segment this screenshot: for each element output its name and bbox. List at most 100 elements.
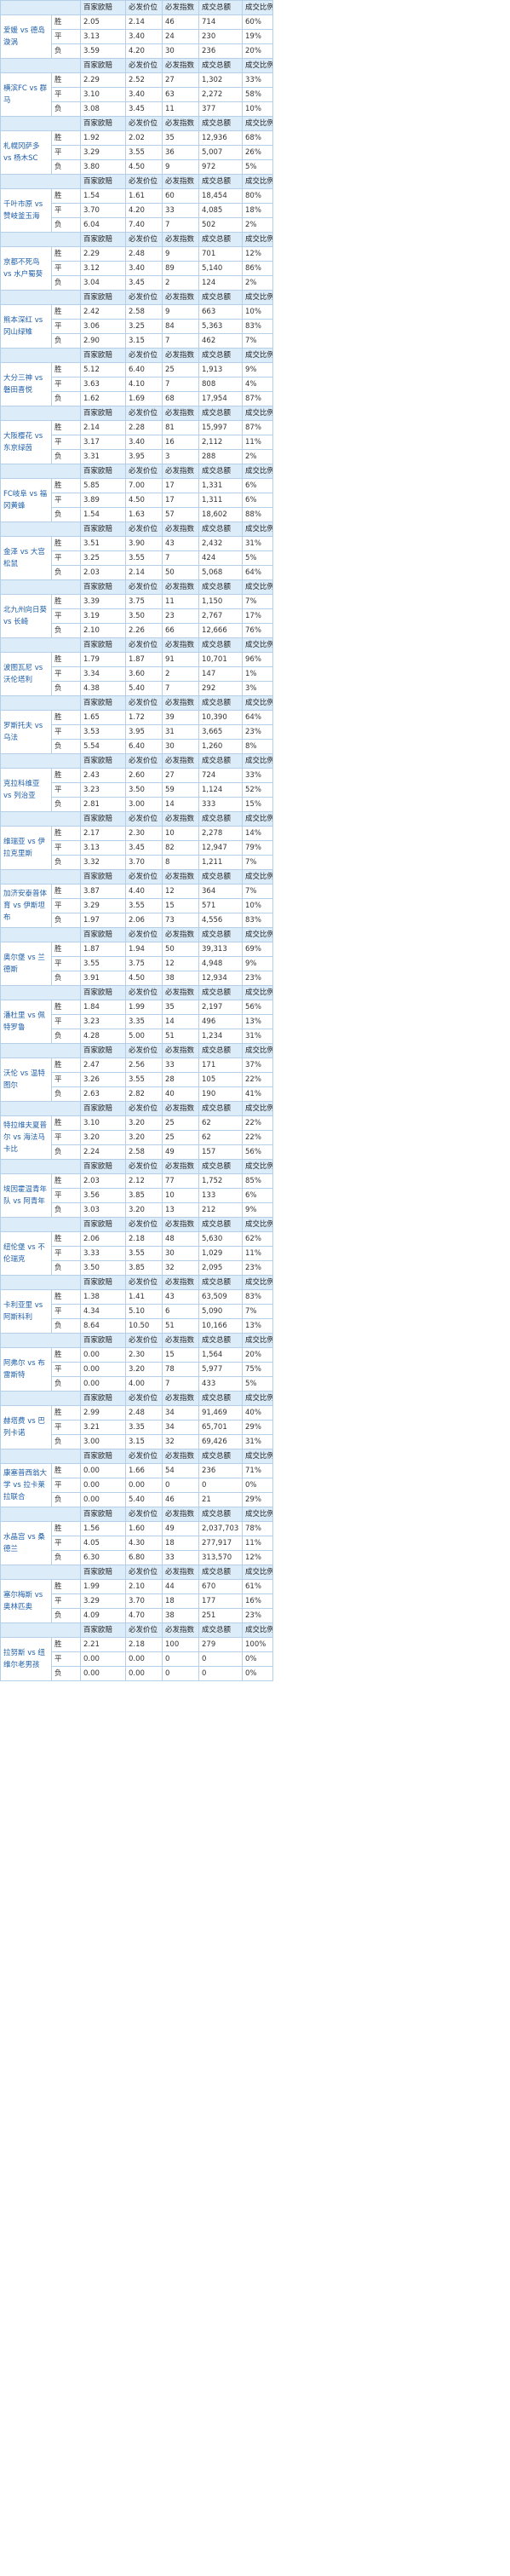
match-name[interactable]: 北九州向日葵 vs 长崎 — [0, 594, 52, 638]
column-header: 成交总额 — [198, 464, 243, 479]
match-name[interactable]: 札幌冈萨多 vs 杨木SC — [0, 130, 52, 175]
table-cell: 58% — [242, 87, 273, 102]
table-row: 加济安泰普体育 vs 伊斯坦布胜 3.87 4.40 12 364 7% — [0, 884, 273, 928]
outcome-label: 平 — [51, 1420, 81, 1435]
match-name[interactable]: 阿弗尔 vs 布雷斯特 — [0, 1347, 52, 1392]
match-name[interactable]: 爱媛 vs 德岛漩涡 — [0, 14, 52, 59]
table-cell: 83% — [242, 913, 273, 928]
match-name[interactable]: 卡利亚里 vs 阿斯科利 — [0, 1289, 52, 1334]
table-cell: 4,948 — [198, 956, 243, 971]
table-cell: 13 — [162, 1202, 199, 1218]
table-cell: 6.40 — [125, 362, 163, 377]
table-cell: 1.72 — [125, 710, 163, 725]
match-name[interactable]: 加济安泰普体育 vs 伊斯坦布 — [0, 884, 52, 928]
match-name[interactable]: 埃因霍温青年队 vs 阿青年 — [0, 1173, 52, 1218]
table-cell: 19% — [242, 29, 273, 44]
column-header: 百家欧赔 — [80, 406, 126, 421]
match-name[interactable]: 横滨FC vs 群马 — [0, 72, 52, 117]
match-name[interactable]: 金泽 vs 大宫松鼠 — [0, 536, 52, 580]
outcome-label: 平 — [51, 319, 81, 334]
match-name[interactable]: 大分三神 vs 磐田喜悦 — [0, 362, 52, 406]
match-name[interactable]: 康塞普西翁大学 vs 拉卡莱拉联合 — [0, 1463, 52, 1507]
table-header-row: 百家欧赔 必发价位 必发指数 成交总额 成交比例 — [0, 1043, 273, 1058]
table-cell: 34 — [162, 1420, 199, 1435]
match-name[interactable]: 维瑞亚 vs 伊拉克里斯 — [0, 826, 52, 870]
table-row: 横滨FC vs 群马胜 2.29 2.52 27 1,302 33% — [0, 72, 273, 117]
table-cell: 0 — [162, 1651, 199, 1667]
table-cell: 2% — [242, 217, 273, 233]
outcome-label: 胜 — [51, 1231, 81, 1247]
match-name[interactable]: 特拉维夫夏普尔 vs 海法马卡比 — [0, 1115, 52, 1160]
table-cell: 3.29 — [80, 1593, 126, 1609]
match-name[interactable]: 沃伦 vs 温特图尔 — [0, 1057, 52, 1102]
table-cell: 377 — [198, 101, 243, 117]
column-header: 必发指数 — [162, 753, 199, 769]
table-header-row: 百家欧赔 必发价位 必发指数 成交总额 成交比例 — [0, 695, 273, 711]
table-cell: 2.30 — [125, 826, 163, 841]
table-cell: 1.56 — [80, 1521, 126, 1536]
table-cell: 22% — [242, 1130, 273, 1145]
match-name[interactable]: 奥尔堡 vs 兰德斯 — [0, 942, 52, 986]
match-name[interactable]: 纽伦堡 vs 不伦瑞克 — [0, 1231, 52, 1276]
match-name[interactable]: 赫塔费 vs 巴列卡诺 — [0, 1405, 52, 1449]
table-row: 特拉维夫夏普尔 vs 海法马卡比胜 3.10 3.20 25 62 22% — [0, 1115, 273, 1160]
match-name[interactable]: 拉努斯 vs 纽维尔老男孩 — [0, 1637, 52, 1681]
table-cell: 51 — [162, 1029, 199, 1044]
table-cell: 31% — [242, 1434, 273, 1449]
table-cell: 1,029 — [198, 1246, 243, 1261]
table-cell: 105 — [198, 1072, 243, 1087]
match-name[interactable]: 潘杜里 vs 佩特罗鲁 — [0, 1000, 52, 1044]
table-cell: 1.97 — [80, 913, 126, 928]
match-name[interactable]: 熊本深红 vs 冈山绿雉 — [0, 304, 52, 349]
table-cell: 2.12 — [125, 1173, 163, 1189]
match-name[interactable]: 水晶宫 vs 桑德兰 — [0, 1521, 52, 1565]
header-blank-cell — [0, 869, 81, 885]
table-cell: 0.00 — [80, 1463, 126, 1478]
table-cell: 2.10 — [80, 623, 126, 638]
table-cell: 190 — [198, 1086, 243, 1102]
table-cell: 7.40 — [125, 217, 163, 233]
table-cell: 6.80 — [125, 1550, 163, 1565]
column-header: 必发指数 — [162, 695, 199, 711]
column-header: 百家欧赔 — [80, 1391, 126, 1406]
table-cell: 20% — [242, 1347, 273, 1363]
table-cell: 2.47 — [80, 1057, 126, 1073]
match-name[interactable]: 京都不死鸟 vs 水户蜀葵 — [0, 246, 52, 291]
column-header: 成交总额 — [198, 0, 243, 15]
match-name[interactable]: 波图瓦尼 vs 沃伦塔利 — [0, 652, 52, 696]
column-header: 必发价位 — [125, 1449, 163, 1464]
table-row: 札幌冈萨多 vs 杨木SC 胜 1.92 2.02 35 12,936 68% — [0, 130, 273, 175]
table-cell: 2.03 — [80, 565, 126, 580]
match-name[interactable]: 克拉科维亚 vs 列治亚 — [0, 768, 52, 812]
table-row: 波图瓦尼 vs 沃伦塔利胜 1.79 1.87 91 10,701 96% — [0, 652, 273, 696]
table-cell: 15 — [162, 1347, 199, 1363]
column-header: 成交总额 — [198, 1449, 243, 1464]
table-cell: 1.99 — [80, 1579, 126, 1594]
table-cell: 49 — [162, 1521, 199, 1536]
table-cell: 10% — [242, 304, 273, 320]
match-name[interactable]: 大阪樱花 vs 东京绿茵 — [0, 420, 52, 464]
table-cell: 496 — [198, 1014, 243, 1029]
table-cell: 0.00 — [80, 1362, 126, 1377]
column-header: 百家欧赔 — [80, 753, 126, 769]
table-cell: 1,260 — [198, 739, 243, 754]
table-cell: 87% — [242, 391, 273, 406]
table-cell: 62% — [242, 1231, 273, 1247]
outcome-label: 平 — [51, 377, 81, 392]
outcome-label: 胜 — [51, 768, 81, 783]
column-header: 成交总额 — [198, 811, 243, 827]
column-header: 百家欧赔 — [80, 1217, 126, 1232]
table-cell: 670 — [198, 1579, 243, 1594]
match-name[interactable]: FC岐阜 vs 福冈黄蜂 — [0, 478, 52, 522]
match-name[interactable]: 千叶市原 vs 赞岐釜玉海 — [0, 188, 52, 233]
match-name[interactable]: 罗斯托夫 vs 乌法 — [0, 710, 52, 754]
table-cell: 83% — [242, 1289, 273, 1305]
table-header-row: 百家欧赔 必发价位 必发指数 成交总额 成交比例 — [0, 1275, 273, 1290]
table-cell: 2.82 — [125, 1086, 163, 1102]
match-name[interactable]: 塞尔梅斯 vs 奥林匹奥 — [0, 1579, 52, 1623]
outcome-label: 平 — [51, 1304, 81, 1319]
table-cell: 69,426 — [198, 1434, 243, 1449]
table-cell: 5.40 — [125, 1492, 163, 1507]
outcome-label: 胜 — [51, 246, 81, 262]
column-header: 百家欧赔 — [80, 695, 126, 711]
